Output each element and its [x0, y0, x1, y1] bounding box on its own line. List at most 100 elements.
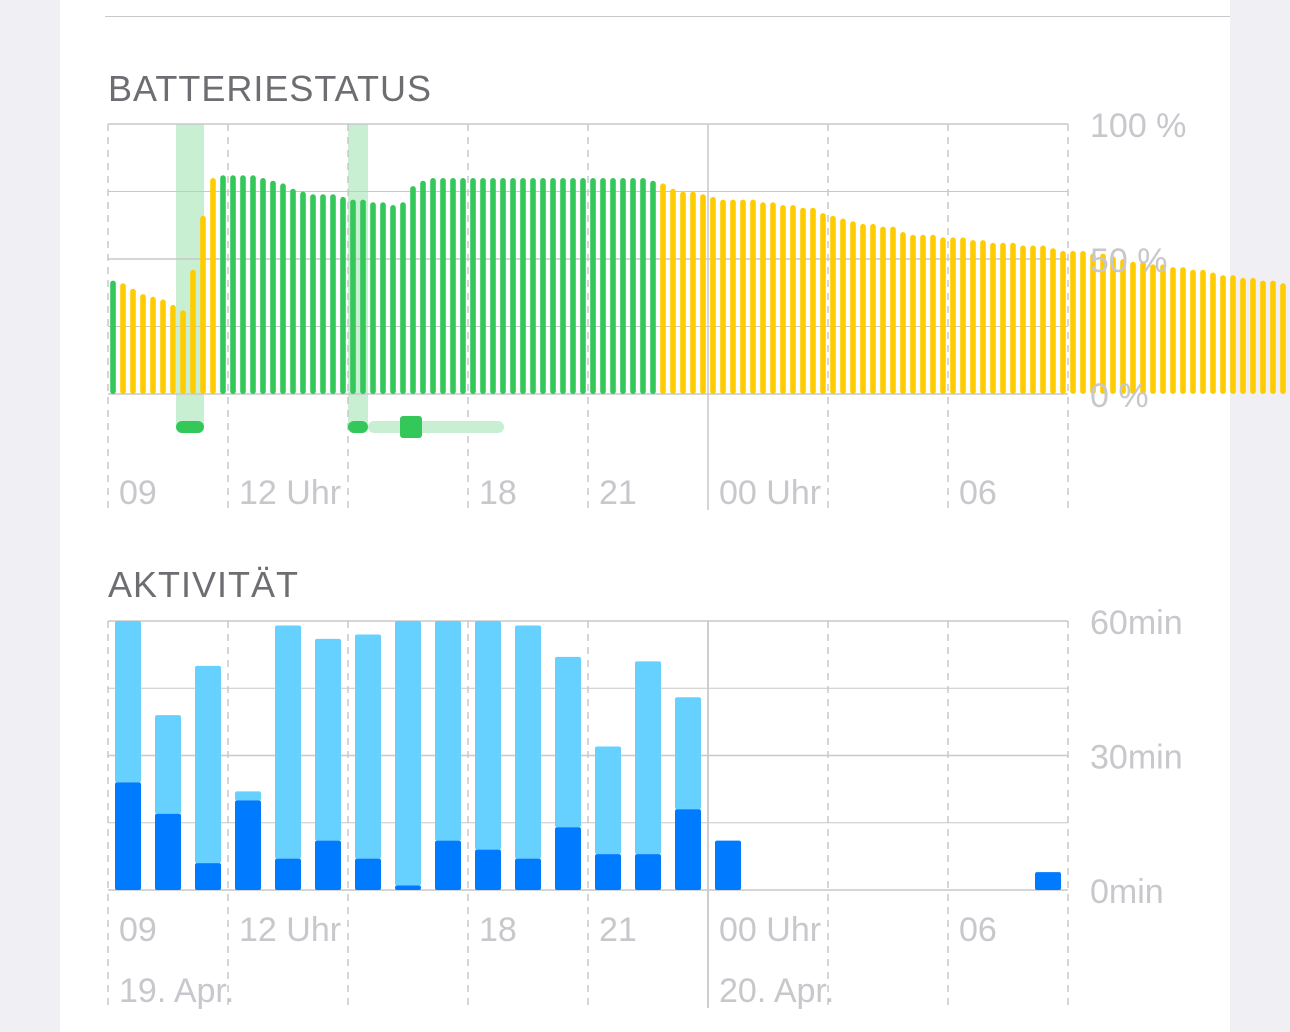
battery-bar[interactable] — [1210, 272, 1216, 395]
battery-bar[interactable] — [1060, 250, 1066, 394]
battery-bar[interactable] — [1270, 280, 1276, 394]
battery-bar[interactable] — [930, 234, 936, 394]
activity-bar-screen-off[interactable] — [635, 661, 661, 855]
activity-bar-screen-off[interactable] — [515, 625, 541, 859]
battery-bar[interactable] — [820, 213, 826, 394]
battery-bar[interactable] — [890, 226, 896, 394]
battery-bar[interactable] — [1220, 275, 1226, 394]
activity-bar-screen-on[interactable] — [475, 849, 501, 890]
battery-bar[interactable] — [810, 207, 816, 394]
battery-bar[interactable] — [760, 202, 766, 394]
battery-bar[interactable] — [800, 207, 806, 394]
battery-bar[interactable] — [180, 310, 186, 394]
activity-bar-screen-off[interactable] — [435, 621, 461, 841]
battery-bar[interactable] — [1190, 269, 1196, 394]
battery-bar[interactable] — [690, 191, 696, 395]
activity-bar-screen-off[interactable] — [395, 621, 421, 886]
battery-bar[interactable] — [300, 191, 306, 395]
battery-bar[interactable] — [220, 175, 226, 394]
activity-bar-screen-off[interactable] — [355, 634, 381, 859]
battery-bar[interactable] — [620, 178, 626, 394]
battery-bar[interactable] — [1000, 242, 1006, 394]
battery-bar[interactable] — [460, 178, 466, 394]
battery-bar[interactable] — [670, 188, 676, 394]
activity-bar-screen-on[interactable] — [115, 782, 141, 890]
battery-bar[interactable] — [1130, 261, 1136, 394]
battery-bar[interactable] — [740, 199, 746, 394]
battery-bar[interactable] — [1160, 264, 1166, 394]
battery-bar[interactable] — [370, 202, 376, 394]
battery-bar[interactable] — [230, 175, 236, 394]
battery-bar[interactable] — [1260, 280, 1266, 394]
battery-bar[interactable] — [170, 304, 176, 394]
battery-bar[interactable] — [450, 178, 456, 394]
battery-bar[interactable] — [380, 202, 386, 394]
battery-bar[interactable] — [1170, 267, 1176, 394]
battery-bar[interactable] — [980, 240, 986, 394]
activity-bar-screen-on[interactable] — [555, 827, 581, 890]
battery-bar[interactable] — [160, 299, 166, 395]
battery-bar[interactable] — [1200, 269, 1206, 394]
battery-bar[interactable] — [290, 188, 296, 394]
battery-bar[interactable] — [240, 175, 246, 394]
battery-bar[interactable] — [430, 178, 436, 394]
battery-bar[interactable] — [210, 178, 216, 394]
battery-bar[interactable] — [260, 178, 266, 394]
battery-bar[interactable] — [1140, 261, 1146, 394]
battery-bar[interactable] — [870, 223, 876, 394]
battery-bar[interactable] — [350, 199, 356, 394]
battery-bar[interactable] — [570, 178, 576, 394]
battery-bar[interactable] — [1040, 245, 1046, 395]
battery-bar[interactable] — [600, 178, 606, 394]
battery-bar[interactable] — [700, 194, 706, 394]
battery-bar[interactable] — [200, 215, 206, 394]
battery-bar[interactable] — [1070, 250, 1076, 394]
battery-bar[interactable] — [1030, 245, 1036, 395]
battery-bar[interactable] — [720, 199, 726, 394]
activity-bar-screen-on[interactable] — [715, 840, 741, 890]
battery-bar[interactable] — [1240, 277, 1246, 394]
battery-bar[interactable] — [320, 194, 326, 394]
battery-bar[interactable] — [1020, 245, 1026, 395]
battery-level-chart[interactable]: 100 % 50 % 0 % 09 12 Uhr 18 21 00 Uhr 06 — [0, 0, 1290, 520]
battery-bar[interactable] — [500, 178, 506, 394]
battery-bar[interactable] — [110, 280, 116, 394]
battery-bar[interactable] — [280, 183, 286, 394]
battery-bar[interactable] — [530, 178, 536, 394]
battery-bar[interactable] — [630, 178, 636, 394]
battery-bar[interactable] — [150, 296, 156, 394]
battery-bar[interactable] — [520, 178, 526, 394]
battery-bar[interactable] — [1010, 242, 1016, 394]
battery-bar[interactable] — [550, 178, 556, 394]
battery-bar[interactable] — [560, 178, 566, 394]
battery-bar[interactable] — [640, 178, 646, 394]
battery-bar[interactable] — [830, 215, 836, 394]
activity-bar-screen-on[interactable] — [595, 854, 621, 890]
activity-bar-screen-on[interactable] — [635, 854, 661, 890]
activity-bar-screen-off[interactable] — [155, 715, 181, 814]
battery-bar[interactable] — [440, 178, 446, 394]
activity-bar-screen-on[interactable] — [435, 840, 461, 890]
battery-bar[interactable] — [750, 199, 756, 394]
activity-bar-screen-off[interactable] — [555, 656, 581, 828]
battery-bar[interactable] — [400, 202, 406, 394]
activity-bar-screen-on[interactable] — [155, 813, 181, 890]
activity-bar-screen-on[interactable] — [395, 885, 421, 890]
battery-bar[interactable] — [910, 234, 916, 394]
battery-bar[interactable] — [410, 186, 416, 394]
battery-bar[interactable] — [1180, 267, 1186, 394]
battery-bar[interactable] — [590, 178, 596, 394]
battery-bar[interactable] — [650, 180, 656, 394]
activity-bar-screen-on[interactable] — [195, 863, 221, 890]
battery-bar[interactable] — [470, 178, 476, 394]
battery-bar[interactable] — [1080, 250, 1086, 394]
battery-bar[interactable] — [1100, 253, 1106, 394]
battery-bar[interactable] — [900, 232, 906, 394]
battery-bar[interactable] — [660, 183, 666, 394]
battery-bar[interactable] — [310, 194, 316, 394]
battery-bar[interactable] — [420, 180, 426, 394]
battery-bar[interactable] — [340, 196, 346, 394]
activity-bar-screen-on[interactable] — [275, 858, 301, 890]
activity-bar-screen-off[interactable] — [275, 625, 301, 859]
